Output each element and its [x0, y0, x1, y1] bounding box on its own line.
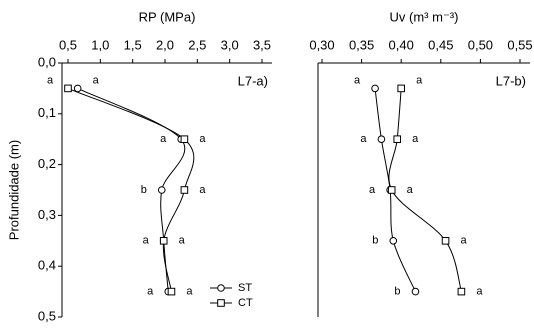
significance-letter: a [407, 184, 414, 196]
marker [377, 135, 386, 143]
marker [180, 186, 189, 194]
x-tick-label: 0,35 [349, 37, 374, 52]
significance-letter: a [354, 74, 361, 86]
significance-letter: b [141, 184, 147, 196]
significance-letter: a [199, 133, 206, 145]
significance-letter: a [93, 74, 100, 86]
x-tick-label: 0,40 [389, 37, 414, 52]
x-tick-label: 0,55 [507, 37, 532, 52]
x-tick-label: 1,0 [91, 37, 109, 52]
y-tick-label: 0,3 [38, 207, 56, 222]
y-tick-label: 0,1 [38, 105, 56, 120]
x-tick-label: 0,50 [468, 37, 493, 52]
legend-marker [217, 299, 225, 307]
significance-letter: a [147, 286, 154, 298]
significance-letter: a [186, 286, 193, 298]
marker [387, 186, 396, 194]
significance-letter: a [460, 235, 467, 247]
marker [397, 84, 405, 93]
marker [180, 135, 189, 143]
marker [157, 186, 166, 194]
panel-label: L7-b) [496, 73, 526, 88]
marker [457, 287, 466, 296]
significance-letter: a [360, 133, 367, 145]
significance-letter: a [160, 133, 167, 145]
x-tick-label: 3,5 [253, 37, 271, 52]
series-line [77, 87, 186, 292]
marker [167, 287, 176, 296]
marker [389, 237, 398, 245]
y-axis-label: Profundidade (m) [6, 140, 21, 240]
significance-letter: a [476, 286, 483, 298]
panel-label: L7-a) [238, 73, 268, 88]
y-tick-label: 0,2 [38, 156, 56, 171]
y-tick-label: 0,0 [38, 54, 56, 69]
marker [73, 84, 82, 93]
series-line [67, 87, 195, 292]
significance-letter: a [412, 133, 419, 145]
marker [411, 287, 420, 296]
significance-letter: b [394, 286, 400, 298]
marker [441, 237, 450, 245]
significance-letter: a [199, 184, 206, 196]
x-tick-label: 3,0 [221, 37, 239, 52]
significance-letter: a [179, 235, 186, 247]
significance-letter: b [372, 235, 378, 247]
marker [393, 135, 402, 143]
significance-letter: a [143, 235, 150, 247]
significance-letter: a [416, 74, 423, 86]
series-line [388, 88, 462, 292]
axis-title: RP (MPa) [139, 9, 196, 24]
x-tick-label: 2,0 [156, 37, 174, 52]
legend-label: CT [238, 297, 253, 309]
legend-marker [217, 284, 225, 292]
marker [64, 84, 72, 93]
axis-title: Uv (m³ m⁻³) [390, 9, 459, 24]
legend-label: ST [238, 282, 252, 294]
significance-letter: a [47, 74, 54, 86]
x-tick-label: 0,45 [428, 37, 453, 52]
y-tick-label: 0,5 [38, 308, 56, 323]
marker [159, 237, 168, 245]
marker [371, 84, 379, 93]
y-tick-label: 0,4 [38, 258, 56, 273]
x-tick-label: 0,30 [309, 37, 334, 52]
significance-letter: a [369, 184, 376, 196]
x-tick-label: 1,5 [124, 37, 142, 52]
x-tick-label: 0,5 [59, 37, 77, 52]
x-tick-label: 2,5 [188, 37, 206, 52]
